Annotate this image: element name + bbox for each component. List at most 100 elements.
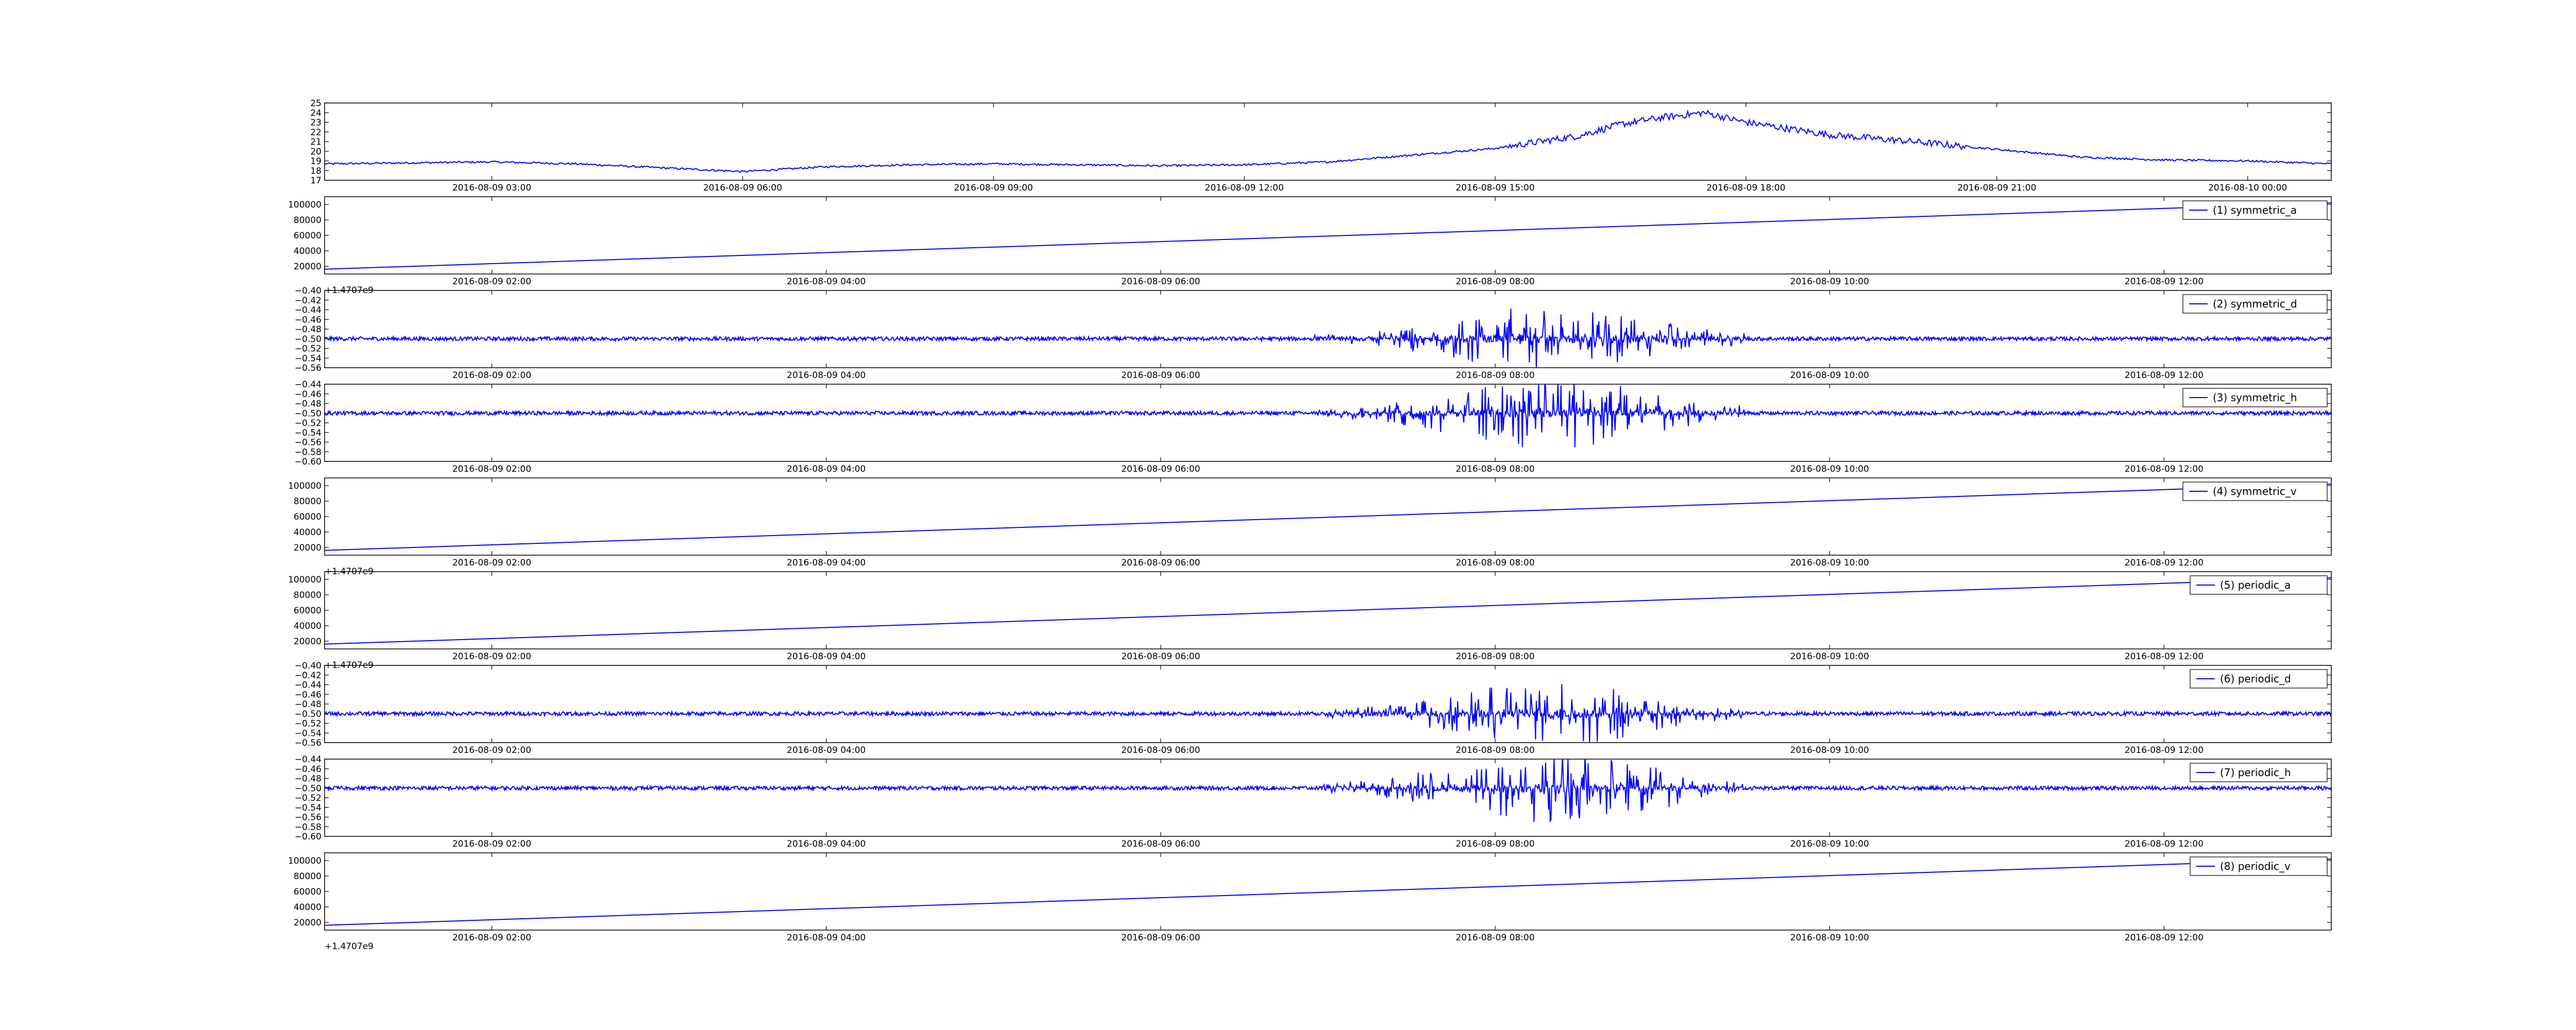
x-tick-label: 2016-08-09 04:00 bbox=[787, 277, 866, 287]
y-tick-label: −0.48 bbox=[295, 774, 321, 784]
legend-label: (5) periodic_a bbox=[2220, 579, 2291, 591]
y-tick-label: −0.46 bbox=[295, 690, 321, 700]
x-tick-label: 2016-08-09 02:00 bbox=[452, 558, 531, 568]
x-tick-label: 2016-08-09 02:00 bbox=[452, 933, 531, 943]
legend: (5) periodic_a bbox=[2190, 575, 2328, 595]
y-tick-label: −0.56 bbox=[295, 813, 321, 823]
y-tick-label: −0.50 bbox=[295, 709, 321, 719]
legend: (1) symmetric_a bbox=[2182, 200, 2328, 220]
series-line bbox=[325, 859, 2331, 926]
y-tick-label: −0.44 bbox=[295, 754, 321, 765]
y-tick-label: −0.44 bbox=[295, 305, 321, 316]
plot-frame bbox=[324, 665, 2332, 743]
y-tick-label: 18 bbox=[310, 166, 321, 176]
y-tick-label: −0.44 bbox=[295, 380, 321, 390]
y-tick-label: −0.58 bbox=[295, 447, 321, 457]
subplot-8: 2016-08-09 02:00 2016-08-09 04:00 2016-08-… bbox=[295, 754, 2332, 849]
y-tick-label: −0.54 bbox=[295, 803, 321, 813]
series-line bbox=[325, 109, 2331, 173]
x-tick-label: 2016-08-09 09:00 bbox=[954, 183, 1033, 193]
x-tick-label: 2016-08-09 12:00 bbox=[2125, 370, 2204, 381]
y-tick-label: 20000 bbox=[294, 262, 321, 272]
plot-frame bbox=[324, 477, 2332, 556]
legend-label: (2) symmetric_d bbox=[2213, 298, 2297, 310]
legend: (8) periodic_v bbox=[2190, 856, 2328, 876]
subplot-3: 2016-08-09 02:00 2016-08-09 04:00 2016-08-… bbox=[295, 286, 2332, 381]
x-tick-label: 2016-08-09 12:00 bbox=[2125, 651, 2204, 662]
subplot-7: 2016-08-09 02:00 2016-08-09 04:00 2016-08-… bbox=[295, 661, 2332, 756]
x-tick-label: 2016-08-09 06:00 bbox=[1121, 370, 1200, 381]
y-tick-label: 60000 bbox=[294, 231, 321, 241]
y-tick-label: −0.50 bbox=[295, 334, 321, 345]
x-tick-label: 2016-08-09 12:00 bbox=[2125, 839, 2204, 849]
y-tick-label: −0.52 bbox=[295, 418, 321, 428]
subplot-2: 2016-08-09 02:00 2016-08-09 04:00 2016-08-… bbox=[288, 196, 2332, 296]
legend: (7) periodic_h bbox=[2190, 763, 2328, 782]
y-tick-label: −0.54 bbox=[295, 428, 321, 438]
x-tick-label: 2016-08-09 08:00 bbox=[1455, 277, 1534, 287]
subplot-4: 2016-08-09 02:00 2016-08-09 04:00 2016-08-… bbox=[295, 380, 2332, 474]
legend-label: (6) periodic_d bbox=[2220, 673, 2291, 685]
x-tick-label: 2016-08-09 06:00 bbox=[1121, 558, 1200, 568]
y-tick-label: 80000 bbox=[294, 871, 321, 882]
x-tick-label: 2016-08-09 04:00 bbox=[787, 370, 866, 381]
x-tick-label: 2016-08-09 10:00 bbox=[1790, 933, 1869, 943]
y-tick-label: 80000 bbox=[294, 590, 321, 600]
x-tick-label: 2016-08-09 02:00 bbox=[452, 839, 531, 849]
y-tick-label: −0.50 bbox=[295, 783, 321, 794]
y-tick-label: −0.48 bbox=[295, 699, 321, 710]
x-tick-label: 2016-08-09 10:00 bbox=[1790, 839, 1869, 849]
y-tick-label: −0.54 bbox=[295, 353, 321, 364]
series-line bbox=[325, 384, 2331, 448]
y-tick-label: 100000 bbox=[288, 200, 321, 210]
x-tick-label: 2016-08-09 04:00 bbox=[787, 745, 866, 756]
y-tick-label: −0.40 bbox=[295, 661, 321, 671]
y-tick-label: −0.52 bbox=[295, 793, 321, 803]
x-tick-label: 2016-08-09 04:00 bbox=[787, 464, 866, 474]
plot-frame bbox=[324, 852, 2332, 931]
y-tick-label: 20000 bbox=[294, 637, 321, 647]
legend: (2) symmetric_d bbox=[2182, 294, 2328, 314]
legend-label: (4) symmetric_v bbox=[2213, 485, 2297, 497]
legend-label: (7) periodic_h bbox=[2220, 766, 2291, 779]
y-tick-label: −0.48 bbox=[295, 399, 321, 409]
legend-box bbox=[2182, 482, 2328, 501]
y-tick-label: −0.56 bbox=[295, 438, 321, 448]
x-tick-label: 2016-08-09 04:00 bbox=[787, 558, 866, 568]
x-tick-label: 2016-08-09 06:00 bbox=[1121, 464, 1200, 474]
y-tick-label: 25 bbox=[310, 98, 321, 109]
x-tick-label: 2016-08-09 06:00 bbox=[1121, 651, 1200, 662]
y-tick-label: 24 bbox=[310, 108, 321, 118]
x-tick-label: 2016-08-09 12:00 bbox=[2125, 464, 2204, 474]
x-tick-label: 2016-08-09 12:00 bbox=[2125, 933, 2204, 943]
y-tick-label: 80000 bbox=[294, 215, 321, 226]
x-tick-label: 2016-08-09 08:00 bbox=[1455, 370, 1534, 381]
x-tick-label: 2016-08-09 12:00 bbox=[2125, 558, 2204, 568]
x-tick-label: 2016-08-09 06:00 bbox=[1121, 745, 1200, 756]
y-tick-label: 80000 bbox=[294, 496, 321, 507]
y-tick-label: −0.46 bbox=[295, 389, 321, 400]
x-tick-label: 2016-08-09 04:00 bbox=[787, 651, 866, 662]
x-tick-label: 2016-08-09 10:00 bbox=[1790, 558, 1869, 568]
x-tick-label: 2016-08-09 08:00 bbox=[1455, 558, 1534, 568]
y-tick-label: 20000 bbox=[294, 918, 321, 928]
series-line bbox=[325, 484, 2331, 551]
y-tick-label: 60000 bbox=[294, 606, 321, 616]
y-tick-label: 17 bbox=[310, 176, 321, 186]
x-tick-label: 2016-08-09 03:00 bbox=[452, 183, 531, 193]
plot-frame bbox=[324, 196, 2332, 274]
x-tick-label: 2016-08-09 02:00 bbox=[452, 277, 531, 287]
x-tick-label: 2016-08-09 04:00 bbox=[787, 839, 866, 849]
legend-box bbox=[2182, 388, 2328, 407]
x-tick-label: 2016-08-09 12:00 bbox=[1205, 183, 1284, 193]
legend-label: (3) symmetric_h bbox=[2213, 391, 2297, 404]
y-tick-label: −0.52 bbox=[295, 719, 321, 729]
plot-frame bbox=[324, 290, 2332, 368]
x-tick-label: 2016-08-09 10:00 bbox=[1790, 745, 1869, 756]
y-tick-label: −0.42 bbox=[295, 671, 321, 681]
y-tick-label: −0.56 bbox=[295, 363, 321, 373]
plot-frame bbox=[324, 571, 2332, 649]
y-tick-label: 40000 bbox=[294, 527, 321, 538]
x-tick-label: 2016-08-09 10:00 bbox=[1790, 651, 1869, 662]
x-tick-label: 2016-08-09 02:00 bbox=[452, 370, 531, 381]
